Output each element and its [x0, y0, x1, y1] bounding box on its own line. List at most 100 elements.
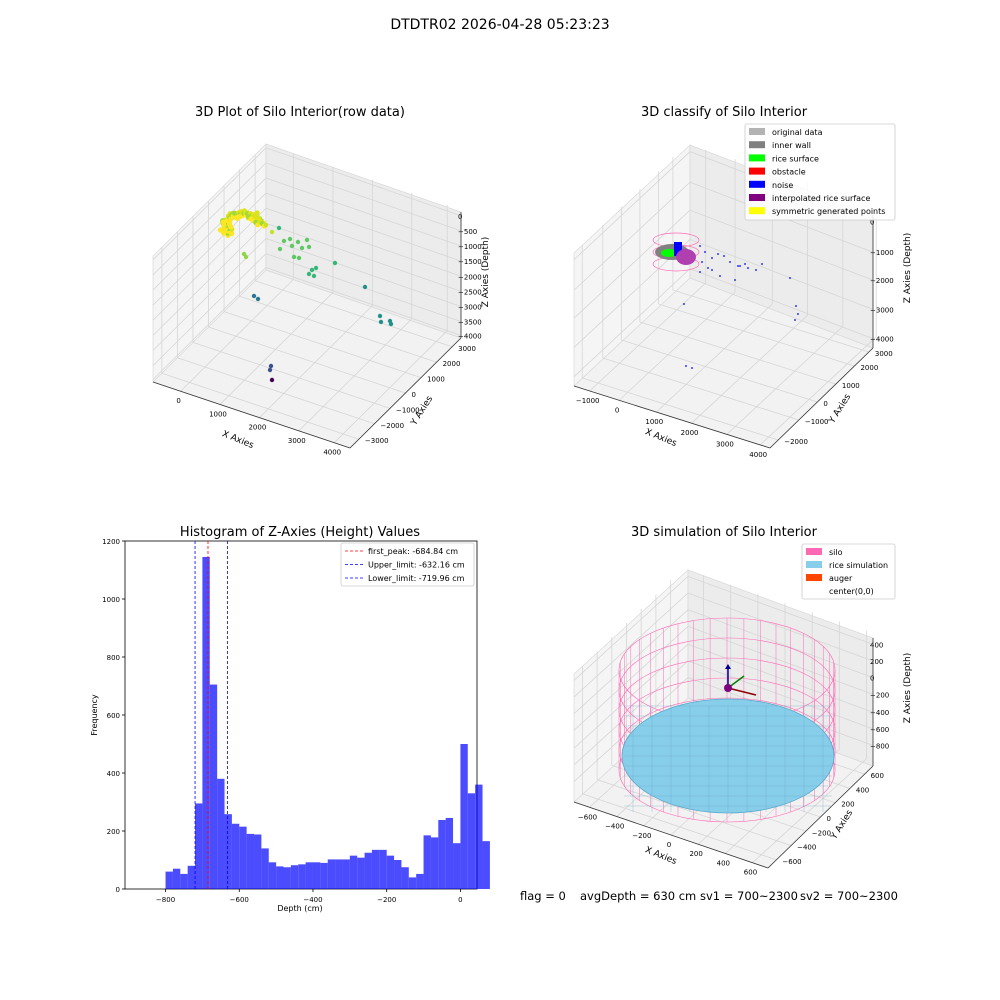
z-tick-label: −1000 — [870, 249, 894, 257]
y-tick-label: 400 — [107, 770, 120, 778]
z-grid-line — [573, 181, 874, 291]
figure-suptitle: DTDTR02 2026-04-28 05:23:23 — [390, 17, 610, 33]
z-tick-label: 400 — [870, 641, 883, 649]
x-tick-label: 400 — [717, 859, 730, 867]
x-grid-line — [589, 282, 706, 392]
noise-point — [704, 251, 706, 253]
y-grid-line — [582, 377, 779, 441]
z-grid-line — [573, 643, 874, 749]
raw-surface-point — [237, 213, 243, 220]
z-tick-label: −1000 — [458, 243, 482, 251]
histogram-bar — [254, 834, 262, 889]
raw-data-point — [299, 245, 305, 251]
z-axis-label: Z Axies (Depth) — [903, 653, 913, 724]
raw-data-point — [306, 244, 312, 250]
y-tick-label: 2000 — [860, 364, 878, 372]
y-tick-label: 600 — [107, 712, 120, 720]
histogram-bar — [239, 826, 247, 889]
raw-data-panel: 3D Plot of Silo Interior(row data) 0 1000 2… — [152, 105, 491, 457]
y-axis-line — [769, 347, 874, 449]
legend-swatch — [749, 194, 765, 201]
x-tick-label: 2000 — [248, 424, 266, 432]
z-tick-label: −200 — [870, 691, 889, 699]
legend-label: Upper_limit: -632.16 cm — [368, 561, 465, 570]
noise-point — [699, 245, 701, 247]
x-tick-label: 0 — [458, 896, 462, 904]
y-tick-label: 0 — [823, 400, 827, 408]
z-axis-label: Z Axies (Depth) — [903, 233, 913, 304]
raw-data-point — [378, 319, 384, 325]
noise-point — [755, 269, 757, 271]
noise-point — [711, 257, 713, 259]
y-axis-line — [767, 765, 874, 869]
raw-data-point — [311, 273, 317, 279]
z-grid-line — [152, 177, 462, 291]
y-tick-label: −1000 — [805, 418, 829, 426]
raw-data-point — [251, 293, 257, 299]
histogram-bar — [172, 868, 181, 889]
legend-swatch — [749, 141, 765, 149]
histogram-legend: first_peak: -684.84 cm Upper_limit: -632.… — [340, 542, 475, 587]
x-grid-line — [180, 278, 294, 392]
z-tick-label: 0 — [870, 675, 874, 683]
classify-panel: 3D classify of Silo Interior −1000 0 1000 20… — [573, 105, 913, 459]
legend-label: auger — [829, 574, 853, 583]
raw-data-point — [377, 313, 383, 319]
noise-point — [701, 261, 703, 263]
histogram-bar — [224, 814, 232, 889]
histogram-bar — [394, 860, 402, 889]
classify-legend: original data inner wall rice surface obsta… — [744, 123, 896, 221]
noise-point — [683, 303, 685, 305]
y-grid-line — [239, 295, 437, 363]
legend-swatch — [749, 207, 765, 215]
y-tick-label: −2000 — [380, 422, 404, 430]
z-tick-label: −3000 — [458, 304, 482, 312]
histogram-bar — [305, 862, 313, 889]
legend-swatch — [806, 574, 822, 581]
noise-point — [737, 265, 739, 267]
z-tick-label: −400 — [870, 709, 889, 717]
z-tick-label: −1500 — [458, 258, 482, 266]
legend-label: silo — [829, 548, 843, 557]
auger-x-arrow — [727, 687, 757, 696]
y-grid-line — [602, 357, 799, 421]
footer-avg-depth: avgDepth = 630 cm — [580, 889, 697, 903]
legend-swatch — [749, 180, 765, 188]
noise-point — [794, 319, 796, 321]
raw-data-point — [332, 260, 338, 266]
y-grid-line — [177, 357, 375, 425]
x-axis-line — [152, 381, 351, 449]
x-tick-label: 3000 — [288, 437, 306, 445]
classify-panel-title: 3D classify of Silo Interior — [641, 105, 808, 120]
legend-label: rice surface — [772, 154, 819, 163]
noise-point — [729, 261, 731, 263]
x-grid-line — [691, 314, 808, 424]
histogram-bar — [460, 744, 468, 889]
raw-data-point — [296, 255, 302, 261]
histogram-bar — [386, 855, 395, 889]
legend-label: Lower_limit: -719.96 cm — [368, 574, 465, 583]
raw-surface-point — [217, 227, 223, 233]
x-grid-line — [298, 318, 413, 432]
x-grid-line — [219, 292, 334, 405]
y-tick-label: 2000 — [443, 360, 461, 368]
x-grid-line — [726, 326, 844, 435]
noise-point — [789, 277, 791, 279]
y-grid-line — [161, 372, 360, 440]
histogram-bar — [180, 873, 188, 889]
y-axis-label: Y Axies — [827, 392, 853, 426]
y-axis-line — [349, 337, 462, 449]
simulation-panel-title: 3D simulation of Silo Interior — [631, 525, 818, 540]
z-tick-label: −600 — [870, 726, 889, 734]
histogram-bar — [438, 819, 446, 889]
x-tick-label: 1000 — [209, 410, 227, 418]
y-tick-label: 1000 — [842, 382, 860, 390]
histogram-bar — [416, 873, 424, 889]
z-tick-label: 0 — [870, 219, 874, 227]
histogram-axes-frame — [124, 540, 478, 890]
histogram-bar — [268, 862, 277, 889]
histogram-bar — [342, 859, 350, 889]
histogram-bar — [217, 778, 225, 889]
histogram-bar — [335, 859, 343, 889]
noise-point — [734, 279, 736, 281]
